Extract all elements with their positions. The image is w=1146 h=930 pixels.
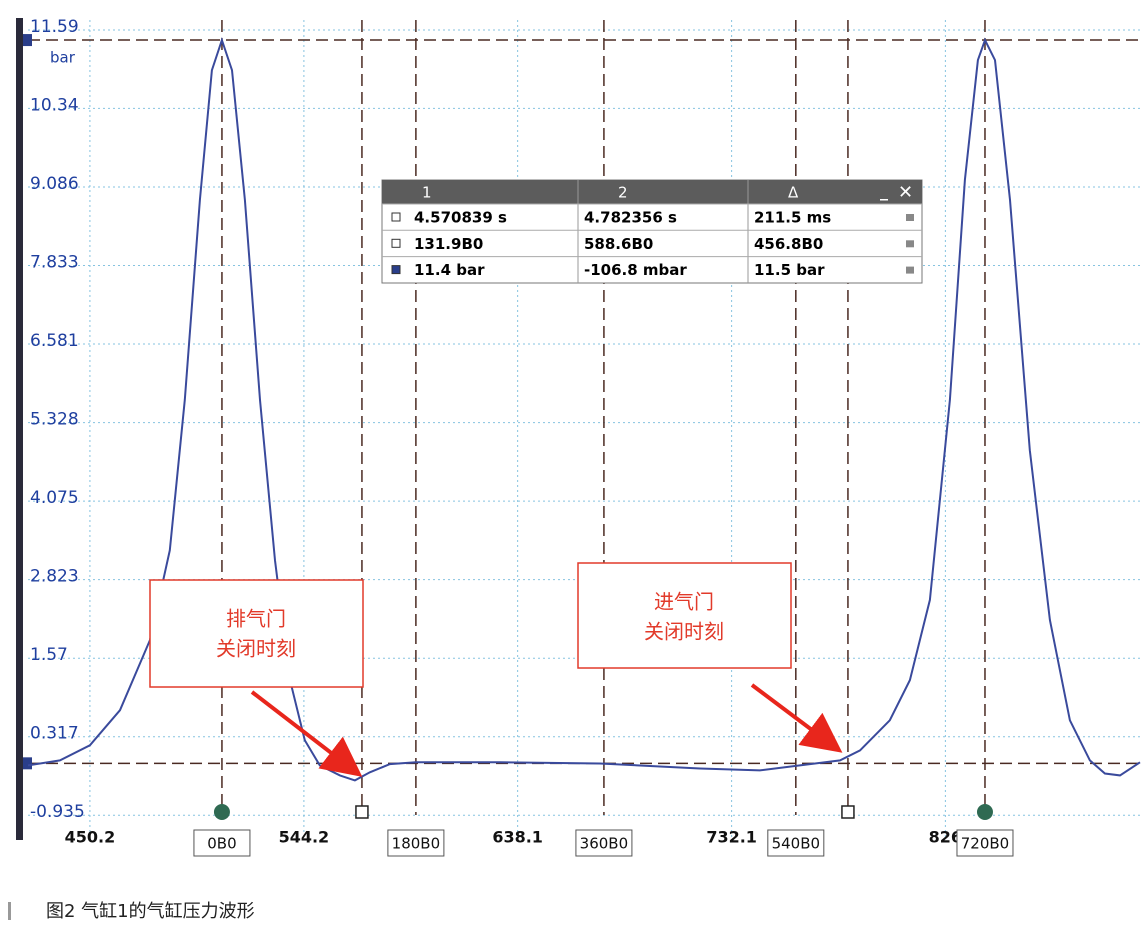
table-cell: 131.9B0	[414, 235, 483, 253]
minimize-button[interactable]: _	[880, 182, 888, 201]
x-tick-label: 544.2	[279, 828, 330, 847]
angle-label: 540B0	[772, 835, 820, 853]
pressure-line	[27, 36, 1141, 782]
y-tick-label: 5.328	[30, 410, 79, 430]
table-cell: 588.6B0	[584, 235, 653, 253]
annotation-text: 关闭时刻	[216, 637, 296, 661]
y-tick-label: 1.57	[30, 645, 68, 665]
annotation-text: 进气门	[654, 590, 714, 614]
angle-label-box	[193, 829, 251, 857]
cursor-handle	[355, 805, 369, 819]
y-tick-label: 6.581	[30, 331, 79, 351]
angle-label-box	[956, 829, 1014, 857]
arrow	[250, 690, 363, 777]
table-cell: -106.8 mbar	[584, 261, 687, 279]
table-header-cell: 1	[422, 184, 432, 202]
y-tick-label: -0.935	[30, 802, 85, 822]
y-axis-bar	[16, 18, 23, 840]
grid	[28, 20, 1140, 840]
lines	[18, 20, 1141, 820]
x-tick-label: 826	[929, 828, 962, 847]
table-cell: 211.5 ms	[754, 209, 831, 227]
lock-icon	[906, 266, 914, 274]
angle-label: 180B0	[392, 835, 440, 853]
y-unit: bar	[50, 49, 76, 67]
caption: 图2 气缸1的气缸压力波形	[46, 900, 255, 922]
angle-label: 720B0	[961, 835, 1009, 853]
caption-bar	[8, 902, 11, 920]
table-cell: 11.5 bar	[754, 261, 825, 279]
row-icon	[391, 238, 401, 248]
cursor-table: _ ✕ 1 2 Δ 4.570839 s 4.782356 s 211.5 ms 131.9…	[381, 179, 923, 284]
table-cell: 4.782356 s	[584, 209, 677, 227]
annotation-box	[577, 562, 792, 669]
x-tick-label: 732.1	[706, 828, 757, 847]
annotation-box	[149, 579, 364, 688]
lock-icon	[906, 214, 914, 221]
cursor-handle	[841, 805, 855, 819]
row-icon	[391, 212, 401, 222]
table-header-cell: 2	[618, 184, 628, 202]
y-tick-label: 4.075	[30, 488, 79, 508]
angle-label: 360B0	[580, 835, 628, 853]
y-tick-label: 0.317	[30, 724, 79, 744]
angle-label-box	[387, 829, 445, 857]
row-icon	[391, 265, 401, 275]
annotation-text: 排气门	[226, 607, 286, 631]
lock-icon	[906, 240, 914, 248]
table-cell: 4.570839 s	[414, 209, 507, 227]
y-tick-label: 2.823	[30, 567, 79, 587]
y-tick-label: 11.59	[30, 17, 79, 37]
y-tick-label: 7.833	[30, 253, 79, 273]
table-cell: 456.8B0	[754, 235, 823, 253]
angle-marker-dot	[976, 804, 993, 820]
table-header	[382, 180, 922, 204]
table-cell: 11.4 bar	[414, 261, 485, 279]
table-header-cell: Δ	[788, 184, 799, 202]
close-button[interactable]: ✕	[898, 182, 913, 203]
arrow	[750, 683, 843, 753]
angle-label: 0B0	[207, 835, 236, 853]
angle-label-box	[575, 829, 633, 857]
y-tick-label: 9.086	[30, 174, 79, 194]
x-tick-label: 450.2	[65, 828, 116, 847]
y-tick-label: 10.34	[30, 95, 79, 115]
x-tick-label: 638.1	[492, 828, 543, 847]
angle-marker-dot	[213, 804, 230, 820]
annotation-text: 关闭时刻	[644, 620, 724, 644]
angle-label-box	[767, 829, 825, 857]
